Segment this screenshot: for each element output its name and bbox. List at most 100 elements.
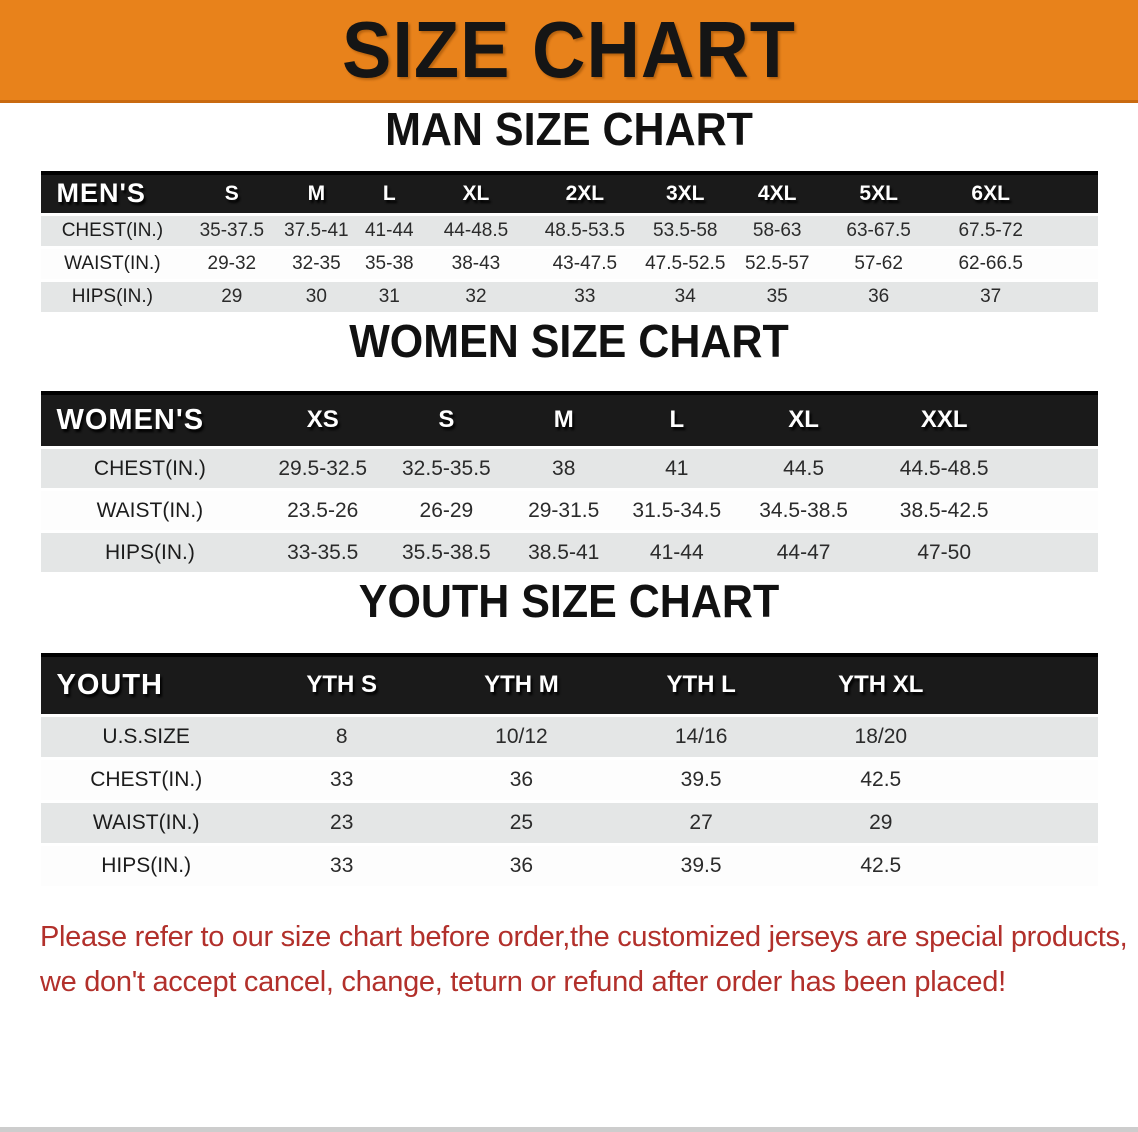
- size-value-cell: [970, 758, 1098, 803]
- disclaimer-line-2: we don't accept cancel, change, teturn o…: [40, 965, 1006, 998]
- size-value-cell: [970, 844, 1098, 889]
- size-value-cell: 38.5-41: [506, 531, 621, 575]
- size-value-cell: 63-67.5: [826, 214, 931, 249]
- size-column-header: [1013, 392, 1098, 449]
- man-size-chart-heading: MAN SIZE CHART: [385, 104, 753, 156]
- size-column-header: 3XL: [642, 173, 728, 216]
- size-value-cell: 14/16: [611, 715, 791, 760]
- table-title-cell: YOUTH: [40, 655, 252, 717]
- size-value-cell: [1050, 280, 1098, 315]
- size-value-cell: 33-35.5: [259, 531, 387, 575]
- size-value-cell: 58-63: [727, 214, 827, 249]
- size-value-cell: 32: [425, 280, 527, 315]
- size-value-cell: [970, 715, 1098, 760]
- youth-size-chart-heading: YOUTH SIZE CHART: [358, 576, 780, 628]
- size-value-cell: 42.5: [790, 758, 971, 803]
- size-value-cell: 30: [279, 280, 354, 315]
- size-column-header: [970, 655, 1098, 717]
- size-value-cell: 29: [790, 801, 971, 846]
- measure-row-label: HIPS(IN.): [40, 844, 252, 889]
- size-value-cell: 34.5-38.5: [732, 489, 875, 533]
- size-value-cell: 36: [431, 758, 612, 803]
- size-value-cell: 53.5-58: [642, 214, 728, 249]
- size-value-cell: 29-31.5: [506, 489, 621, 533]
- measure-row: CHEST(IN.) 35-37.5 37.5-41 41-44 44-48.5 48.5…: [40, 214, 1098, 249]
- size-value-cell: 57-62: [826, 247, 931, 282]
- measure-row: CHEST(IN.) 33 36 39.5 42.5: [40, 758, 1098, 803]
- measure-row-label: U.S.SIZE: [40, 715, 252, 760]
- size-value-cell: 48.5-53.5: [526, 214, 643, 249]
- size-value-cell: 44.5: [732, 447, 875, 491]
- size-column-header: XXL: [874, 392, 1014, 449]
- disclaimer-line-1: Please refer to our size chart before or…: [40, 920, 1128, 953]
- size-value-cell: [970, 801, 1098, 846]
- size-table: WOMEN'S XS S M L XL XXL CHEST(IN.) 29.5-32.5 32.5…: [40, 390, 1098, 575]
- size-value-cell: 44-47: [732, 531, 875, 575]
- size-value-cell: 52.5-57: [727, 247, 827, 282]
- measure-row-label: WAIST(IN.): [40, 247, 185, 282]
- size-value-cell: 23: [251, 801, 432, 846]
- measure-row-label: HIPS(IN.): [40, 531, 260, 575]
- size-value-cell: 67.5-72: [930, 214, 1051, 249]
- size-column-header: YTH L: [611, 655, 791, 717]
- size-value-cell: 34: [642, 280, 728, 315]
- size-value-cell: 47-50: [874, 531, 1014, 575]
- size-value-cell: 29.5-32.5: [259, 447, 387, 491]
- order-disclaimer-note: Please refer to our size chart before or…: [40, 915, 1128, 1005]
- size-value-cell: 35.5-38.5: [386, 531, 507, 575]
- size-value-cell: 42.5: [790, 844, 971, 889]
- size-value-cell: 26-29: [386, 489, 507, 533]
- size-column-header: [1050, 173, 1098, 216]
- size-column-header: YTH XL: [790, 655, 971, 717]
- measure-row-label: CHEST(IN.): [40, 214, 185, 249]
- size-column-header: XS: [259, 392, 387, 449]
- size-value-cell: 33: [251, 758, 432, 803]
- size-column-header: YTH M: [431, 655, 612, 717]
- size-value-cell: 32.5-35.5: [386, 447, 507, 491]
- size-column-header: 6XL: [930, 173, 1051, 216]
- size-column-header: XL: [732, 392, 875, 449]
- size-value-cell: 44.5-48.5: [874, 447, 1014, 491]
- size-value-cell: 32-35: [279, 247, 354, 282]
- bottom-edge-strip: [0, 1127, 1138, 1132]
- size-table-header-row: YOUTH YTH S YTH M YTH L YTH XL: [40, 655, 1098, 717]
- table-title-cell: WOMEN'S: [40, 392, 260, 449]
- measure-row: WAIST(IN.) 23 25 27 29: [40, 801, 1098, 846]
- measure-row: WAIST(IN.) 23.5-26 26-29 29-31.5 31.5-34.5 34…: [40, 489, 1098, 533]
- size-value-cell: [1050, 214, 1098, 249]
- size-value-cell: 44-48.5: [425, 214, 527, 249]
- size-value-cell: 29: [184, 280, 280, 315]
- measure-row: WAIST(IN.) 29-32 32-35 35-38 38-43 43-47.5 47.…: [40, 247, 1098, 282]
- size-column-header: YTH S: [251, 655, 432, 717]
- measure-row-label: CHEST(IN.): [40, 758, 252, 803]
- size-table: MEN'S S M L XL 2XL 3XL 4XL 5XL 6XL CHEST(IN.) 35-37…: [40, 171, 1098, 315]
- size-column-header: L: [620, 392, 733, 449]
- size-value-cell: 10/12: [431, 715, 612, 760]
- size-value-cell: 35-38: [353, 247, 426, 282]
- size-chart-banner: SIZE CHART: [0, 0, 1138, 103]
- size-value-cell: 41-44: [620, 531, 733, 575]
- measure-row: CHEST(IN.) 29.5-32.5 32.5-35.5 38 41 44.5 44.5…: [40, 447, 1098, 491]
- size-column-header: 5XL: [826, 173, 931, 216]
- size-value-cell: [1050, 247, 1098, 282]
- women-size-table-container: WOMEN'S XS S M L XL XXL CHEST(IN.) 29.5-32.5 32.5…: [40, 390, 1098, 575]
- size-column-header: M: [279, 173, 354, 216]
- size-value-cell: 35-37.5: [184, 214, 280, 249]
- measure-row: U.S.SIZE 8 10/12 14/16 18/20: [40, 715, 1098, 760]
- size-value-cell: 38.5-42.5: [874, 489, 1014, 533]
- size-value-cell: 33: [526, 280, 643, 315]
- size-value-cell: 31: [353, 280, 426, 315]
- size-value-cell: [1013, 531, 1098, 575]
- men-size-table-container: MEN'S S M L XL 2XL 3XL 4XL 5XL 6XL CHEST(IN.) 35-37…: [40, 171, 1098, 315]
- size-value-cell: 18/20: [790, 715, 971, 760]
- size-value-cell: 41-44: [353, 214, 426, 249]
- size-value-cell: 37.5-41: [279, 214, 354, 249]
- size-value-cell: 62-66.5: [930, 247, 1051, 282]
- size-table-header-row: WOMEN'S XS S M L XL XXL: [40, 392, 1098, 449]
- size-table: YOUTH YTH S YTH M YTH L YTH XL U.S.SIZE 8 10/12…: [40, 653, 1098, 889]
- table-title-cell: MEN'S: [40, 173, 185, 216]
- size-value-cell: 31.5-34.5: [620, 489, 733, 533]
- size-value-cell: 35: [727, 280, 827, 315]
- size-column-header: M: [506, 392, 621, 449]
- measure-row-label: WAIST(IN.): [40, 489, 260, 533]
